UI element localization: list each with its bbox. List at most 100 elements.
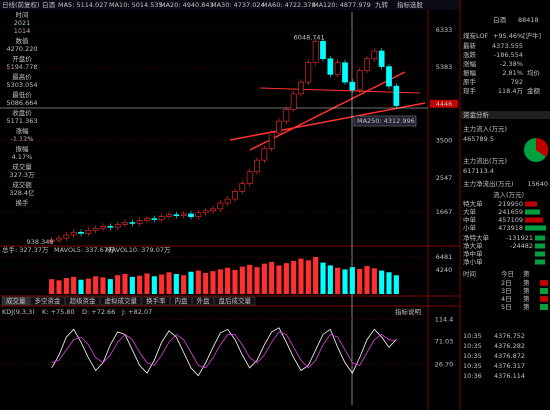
tick-time: 10:35 (463, 332, 482, 340)
tab[interactable] (65, 296, 100, 306)
candle (378, 50, 385, 67)
sidebar-label: 振幅 (16, 144, 30, 153)
volume-bar (122, 274, 128, 294)
tab-label[interactable]: 成交量 (6, 296, 26, 305)
quote-title: 白酒 (493, 15, 507, 24)
volume-bar (151, 276, 157, 294)
candle (393, 85, 400, 106)
flow-label: 流入(万元) (493, 190, 524, 199)
tab[interactable] (1, 296, 30, 306)
volume-bar (100, 277, 106, 294)
candle (276, 120, 282, 134)
quote-label: 现手 (463, 86, 477, 95)
flow-name: 大单 (463, 207, 477, 216)
net-bar (535, 243, 545, 249)
volume-bar (159, 274, 165, 294)
sidebar-label: 收盘价 (12, 108, 32, 117)
quote-label: 均价 (527, 68, 541, 77)
candle (136, 220, 143, 224)
volume-bar (298, 258, 304, 294)
candle (246, 171, 253, 184)
candle (342, 62, 348, 83)
sidebar-label: 数值 (16, 36, 30, 45)
volume-bar (232, 270, 238, 294)
sidebar-value: 4270.220 (6, 45, 37, 53)
candle (158, 216, 165, 220)
tab-label[interactable]: 内盘 (175, 296, 189, 305)
volume-bar (195, 270, 201, 294)
candle (349, 81, 356, 91)
sidebar-value: 5303.054 (6, 81, 37, 89)
tab[interactable] (30, 296, 65, 306)
quote-label: 振幅 (463, 68, 477, 77)
tab-label[interactable]: 超级资金 (70, 296, 97, 305)
flow-name: 中单 (463, 215, 477, 224)
flow-value: 473918 (498, 224, 523, 232)
candle (305, 62, 312, 83)
volume-bar (276, 265, 282, 294)
low-label: 938.348 (27, 238, 54, 246)
day-unit: 第 (523, 294, 530, 303)
day-bar (540, 304, 548, 310)
ma-label: MA10: 5014.535 (109, 1, 163, 9)
volume-bar (349, 267, 355, 294)
volume-bar (203, 272, 209, 294)
tab-label[interactable]: 换手率 (146, 296, 166, 305)
section-bar (461, 111, 550, 119)
net-bar (535, 259, 545, 265)
volume-bar (320, 262, 326, 294)
net-bar (535, 251, 545, 257)
flow-bar (525, 225, 546, 231)
quote-value: 792 (511, 78, 523, 86)
tab[interactable] (214, 296, 256, 306)
volume-bar (379, 270, 385, 294)
volume-bar (63, 278, 69, 294)
candle (298, 81, 304, 95)
volume-bar (342, 269, 348, 294)
net: 15640 (527, 180, 548, 188)
flow-value: 241659 (498, 208, 523, 216)
candle (151, 218, 158, 220)
tab[interactable] (100, 296, 142, 306)
candle (268, 132, 275, 149)
sidebar-label: 涨幅 (16, 126, 30, 135)
tab-label[interactable]: 外盘 (197, 296, 211, 305)
tab-label[interactable]: 多空资金 (35, 296, 62, 305)
tooltip: MA250: 4312.996 (357, 117, 415, 125)
volume-bar (283, 263, 289, 294)
candle (371, 50, 378, 60)
tick-price: 4376.317 (494, 362, 525, 370)
sidebar-label: 开盘价 (12, 54, 32, 63)
y-tick-label: 26.70 (435, 360, 454, 368)
tick-time: 10:35 (463, 342, 482, 350)
pie-slice (536, 137, 549, 157)
volume-bar (254, 267, 260, 294)
volume-bar (107, 279, 113, 294)
outflow-label: 主力流出(万元) (463, 156, 507, 165)
flow-value: 457109 (498, 216, 523, 224)
day-unit: 第 (523, 278, 530, 287)
day-unit: 第 (523, 302, 530, 311)
sidebar-label: 成交量 (12, 162, 32, 171)
tab-label[interactable]: 盘后成交量 (219, 296, 252, 305)
candle (261, 148, 268, 161)
tab[interactable] (170, 296, 192, 306)
tab-label[interactable]: 虚拟成交量 (105, 296, 138, 305)
tab[interactable] (192, 296, 214, 306)
tool-button[interactable]: 九转 (375, 0, 389, 9)
ma-label: MA120: 4877.979 (313, 1, 371, 9)
y-tick-label: 1667 (436, 208, 453, 216)
tool-button[interactable]: 指标选股 (397, 0, 424, 9)
ma-label: MA60: 4722.378 (262, 1, 316, 9)
candle (327, 58, 334, 75)
kdj-line (51, 331, 397, 369)
tick-time: 10:36 (463, 372, 482, 380)
sidebar-value: 1014 (14, 27, 31, 35)
table-header: 时间 (463, 269, 476, 278)
tick-price: 4376.282 (494, 342, 525, 350)
tab[interactable] (141, 296, 170, 306)
quote-label: 金额 (527, 86, 541, 95)
kdj-note[interactable]: 指标说明 (395, 307, 422, 316)
volume-bar (239, 266, 245, 294)
